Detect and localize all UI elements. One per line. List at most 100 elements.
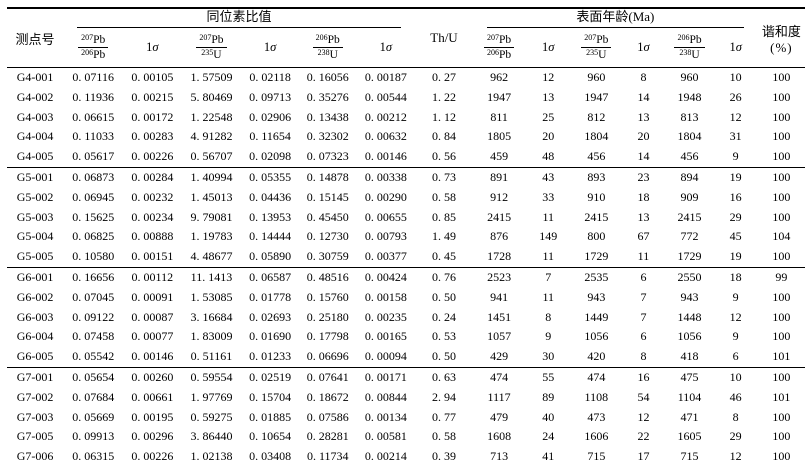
value-cell: 46 [729,389,742,404]
surface-age-group-label: 表面年龄(Ma) [487,9,744,28]
value-cell: 0. 13438 [306,109,349,124]
value-cell: 894 [665,166,714,188]
value-cell: 0. 09122 [72,309,115,324]
value-cell: 23 [621,166,666,188]
value-cell: 0. 51161 [190,349,233,364]
value-cell: 0. 06696 [306,349,349,364]
value-cell: 943 [680,289,699,304]
value-cell: 0. 03408 [249,449,292,464]
spot-id-cell: G6-004 [16,329,54,344]
value-cell: 100 [772,70,791,84]
value-cell: 12 [729,449,742,464]
concordance-label-line1: 谐和度 [761,23,801,39]
value-cell: 0. 02519 [241,366,299,388]
spot-id-cell: G4-005 [16,149,54,164]
value-cell: 3. 86440 [190,429,233,444]
value-cell: 8 [732,409,739,424]
value-cell: 0. 48516 [298,266,357,288]
value-cell: 812 [587,109,606,124]
value-cell: 715 [587,449,606,464]
value-cell: 1108 [584,389,609,404]
value-cell: 1. 53085 [190,289,233,304]
value-cell: 2535 [571,266,622,288]
spot-id-cell: G4-004 [16,129,54,144]
value-cell: 0. 00544 [364,89,407,104]
value-cell: 0. 00214 [364,449,407,464]
value-cell: 0. 00187 [364,70,407,84]
value-cell: 8 [545,309,552,324]
value-cell: 12 [729,309,742,324]
sample-group-G4: G4-001 0. 07116 0. 00105 1. 57509 0. 02118 0.… [7,68,805,168]
value-cell: 20 [542,129,555,144]
value-cell: 0. 30759 [306,249,349,264]
spot-id-cell: G6-002 [16,289,54,304]
value-cell: 0. 12730 [306,229,349,244]
value-cell: 941 [490,289,509,304]
value-cell: 11 [542,289,554,304]
table-row: G6-005 0. 05542 0. 00146 0. 51161 0. 01233 0.… [7,347,805,367]
col-header-age-pb207-u235: 207Pb 235U [571,28,622,68]
table-header: 测点号 同位素比值 Th/U 表面年龄(Ma) 谐和度 (%) 207Pb 20 [7,8,805,68]
value-cell: 0. 00260 [123,366,182,388]
value-cell: 0. 00888 [131,229,174,244]
table-row: G4-004 0. 11033 0. 00283 4. 91282 0. 11654 0.… [7,127,805,147]
value-cell: 0. 76 [414,266,474,288]
table-row: G5-002 0. 06945 0. 00232 1. 45013 0. 04436 0.… [7,188,805,208]
value-cell: 1. 57509 [190,70,233,84]
value-cell: 0. 07116 [72,70,114,84]
value-cell: 0. 02906 [249,109,292,124]
concordance-label-line2: (%) [770,39,793,55]
value-cell: 1. 45013 [190,189,233,204]
value-cell: 0. 85 [431,209,456,224]
value-cell: 1. 02138 [190,449,233,464]
value-cell: 0. 56707 [190,149,233,164]
value-cell: 29 [729,429,742,444]
value-cell: 772 [680,229,699,244]
value-cell: 474 [571,366,622,388]
value-cell: 100 [772,129,791,144]
value-cell: 0. 04436 [249,189,292,204]
value-cell: 1729 [677,249,702,264]
value-cell: 0. 02118 [249,70,291,84]
value-cell: 0. 00087 [131,309,174,324]
value-cell: 0. 01778 [249,289,292,304]
value-cell: 13 [637,109,650,124]
value-cell: 100 [757,366,805,388]
spot-id-cell: G6-003 [16,309,54,324]
value-cell: 25 [542,109,555,124]
value-cell: 101 [772,349,791,364]
value-cell: 0. 10580 [72,249,115,264]
col-header-age-pb206-u238: 206Pb 238U [665,28,714,68]
value-cell: 12 [729,109,742,124]
value-cell: 100 [772,289,791,304]
value-cell: 0. 14444 [249,229,292,244]
spot-id-cell: G5-005 [16,249,54,264]
value-cell: 0. 35276 [306,89,349,104]
table-row: G7-003 0. 05669 0. 00195 0. 59275 0. 01885 0.… [7,408,805,428]
value-cell: 0. 00165 [364,329,407,344]
value-cell: 18 [713,266,758,288]
spot-id-cell: G6-001 [7,266,64,288]
value-cell: 104 [772,229,791,244]
col-header-1sigma-age-75: 1σ [621,28,666,68]
value-cell: 0. 11936 [72,89,114,104]
value-cell: 30 [542,349,555,364]
value-cell: 0. 00844 [364,389,407,404]
table-row: G5-004 0. 06825 0. 00888 1. 19783 0. 14444 0.… [7,227,805,247]
value-cell: 0. 00195 [131,409,174,424]
value-cell: 0. 15704 [249,389,292,404]
table-row: G6-001 0. 16656 0. 00112 11. 1413 0. 06587 0.… [7,266,805,288]
value-cell: 1729 [584,249,609,264]
value-cell: 6 [732,349,739,364]
value-cell: 100 [772,429,791,444]
col-header-ratio-pb206-u238: 206Pb 238U [298,28,357,68]
value-cell: 1728 [487,249,512,264]
col-header-1sigma-age-76: 1σ [525,28,572,68]
sample-group-G6: G6-001 0. 16656 0. 00112 11. 1413 0. 06587 0.… [7,266,805,367]
value-cell: 1. 19783 [190,229,233,244]
value-cell: 22 [637,429,650,444]
value-cell: 1. 22548 [190,109,233,124]
value-cell: 100 [772,329,791,344]
value-cell: 13 [542,89,555,104]
value-cell: 0. 00296 [131,429,174,444]
